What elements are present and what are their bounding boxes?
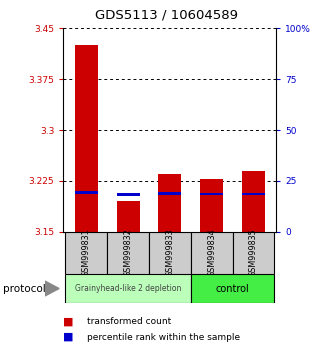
Text: ■: ■ (63, 316, 74, 326)
Text: ■: ■ (63, 332, 74, 342)
Text: GSM999834: GSM999834 (207, 229, 216, 278)
Bar (232, 232, 274, 274)
Text: GSM999835: GSM999835 (249, 229, 258, 278)
Bar (107, 232, 149, 274)
Bar (75, 191, 98, 194)
Text: transformed count: transformed count (87, 317, 171, 326)
Text: GSM999832: GSM999832 (124, 229, 133, 278)
Bar (242, 193, 265, 195)
Bar (158, 174, 181, 232)
Bar (200, 179, 223, 232)
Text: protocol: protocol (3, 284, 46, 293)
Bar (65, 232, 107, 274)
Bar (158, 192, 181, 195)
Text: percentile rank within the sample: percentile rank within the sample (87, 332, 240, 342)
Text: GSM999831: GSM999831 (82, 229, 91, 278)
Bar (65, 274, 191, 303)
Text: GSM999833: GSM999833 (165, 229, 174, 278)
Bar (200, 193, 223, 195)
Text: control: control (216, 284, 249, 293)
Text: GDS5113 / 10604589: GDS5113 / 10604589 (95, 9, 238, 22)
Bar (149, 232, 191, 274)
Bar (242, 171, 265, 232)
Text: Grainyhead-like 2 depletion: Grainyhead-like 2 depletion (75, 284, 181, 293)
Bar (75, 45, 98, 232)
Bar (191, 232, 232, 274)
Bar (117, 193, 140, 196)
Bar (117, 201, 140, 232)
Bar (191, 274, 274, 303)
Polygon shape (45, 281, 59, 296)
